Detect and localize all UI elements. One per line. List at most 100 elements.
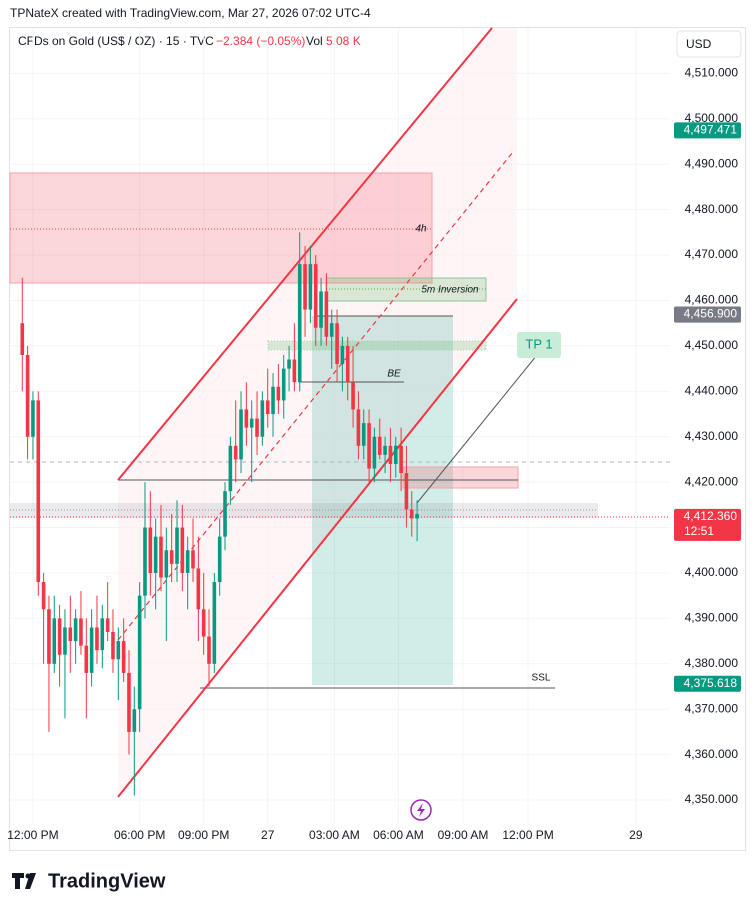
- event-icon[interactable]: [417, 803, 425, 817]
- candle-body: [239, 409, 243, 460]
- y-tick-label: 4,450.000: [685, 338, 739, 352]
- candle-body: [340, 345, 345, 365]
- candle-body: [201, 609, 206, 637]
- candle-body: [36, 400, 41, 583]
- y-tick-label: 4,470.000: [685, 247, 739, 261]
- candle-body: [223, 491, 227, 537]
- candle-body: [399, 445, 403, 474]
- candle-body: [84, 645, 89, 673]
- candle-body: [255, 418, 259, 437]
- volume-label: Vol: [306, 34, 323, 48]
- candle-body: [95, 627, 99, 651]
- drawings: [9, 27, 670, 821]
- candle-body: [164, 550, 169, 578]
- price-tag-countdown: 12:51: [684, 524, 714, 538]
- y-tick-label: 4,390.000: [685, 611, 739, 625]
- candle-body: [41, 582, 46, 610]
- candle-body: [73, 618, 78, 642]
- candles: [20, 232, 419, 796]
- candle-body: [356, 409, 361, 446]
- change: −2.384 (−0.05%): [216, 34, 305, 48]
- candle-body: [137, 595, 142, 710]
- candle-body: [217, 536, 222, 583]
- candle-body: [329, 323, 334, 337]
- candle-body: [393, 445, 398, 464]
- candle-body: [68, 627, 73, 642]
- logo-icon: [12, 873, 36, 889]
- price-tag: [674, 675, 741, 692]
- x-tick-label: 03:00 AM: [309, 828, 360, 842]
- price-tag-label: 4,497.471: [684, 122, 738, 136]
- candle-body: [31, 400, 35, 437]
- y-tick-label: 4,490.000: [685, 156, 739, 170]
- candle-body: [228, 445, 233, 492]
- annotation: 5m Inversion: [421, 285, 479, 296]
- candle-body: [212, 582, 217, 664]
- candle-body: [100, 618, 105, 651]
- candle-body: [169, 550, 174, 564]
- candle-body: [159, 536, 163, 578]
- candle-body: [271, 386, 275, 415]
- x-tick-label: 29: [629, 828, 643, 842]
- candle-body: [313, 264, 318, 328]
- candle-body: [335, 323, 339, 365]
- candle-body: [409, 509, 414, 519]
- price-tag-label: 4,412.360: [684, 509, 738, 523]
- candle-body: [303, 264, 307, 310]
- currency-button[interactable]: [676, 30, 742, 58]
- target-box: [312, 316, 453, 685]
- candle-body: [127, 672, 131, 732]
- x-tick-label: 27: [261, 828, 275, 842]
- candle-body: [207, 636, 211, 664]
- y-tick-label: 4,510.000: [685, 66, 739, 80]
- candle-body: [319, 291, 323, 328]
- annotation: BE: [387, 369, 401, 380]
- candle-body: [361, 423, 366, 446]
- candle-body: [111, 632, 115, 660]
- tp-arrow: [416, 354, 538, 504]
- annotation: TP 1: [525, 336, 552, 351]
- candle-body: [132, 709, 137, 732]
- candle-body: [287, 359, 291, 369]
- zone-4h: [9, 172, 433, 284]
- candle-body: [367, 423, 371, 469]
- candle-body: [25, 354, 30, 437]
- price-tag-label: 4,375.618: [684, 676, 738, 690]
- candle-body: [20, 323, 25, 355]
- y-tick-label: 4,370.000: [685, 701, 739, 715]
- x-tick-label: 12:00 PM: [7, 828, 58, 842]
- candle-body: [324, 291, 329, 337]
- zone-green: [267, 340, 487, 351]
- candle-body: [244, 409, 249, 428]
- channel-lower: [117, 298, 518, 798]
- attribution: TPNateX created with TradingView.com, Ma…: [10, 6, 371, 20]
- y-tick-label: 4,480.000: [685, 202, 739, 216]
- symbol: CFDs on Gold (US$ / OZ) · 15 · TVC: [18, 34, 214, 48]
- candle-body: [281, 368, 286, 401]
- logo: TradingView: [12, 870, 166, 892]
- candle-body: [148, 527, 153, 573]
- candle-body: [196, 568, 201, 610]
- candle-body: [57, 618, 62, 655]
- candle-body: [52, 618, 57, 664]
- y-tick-label: 4,380.000: [685, 656, 739, 670]
- y-tick-label: 4,430.000: [685, 429, 739, 443]
- candle-body: [415, 513, 419, 519]
- currency[interactable]: USD: [686, 37, 712, 51]
- x-tick-label: 12:00 PM: [502, 828, 553, 842]
- volume: 5.08 K: [326, 34, 361, 48]
- y-tick-label: 4,440.000: [685, 383, 739, 397]
- price-tag: [674, 306, 741, 323]
- candle-body: [105, 618, 110, 633]
- annotation: 4h: [415, 224, 427, 235]
- candle-body: [345, 345, 350, 383]
- price-tag-label: 4,456.900: [684, 307, 738, 321]
- candle-body: [185, 550, 190, 573]
- candle-body: [260, 400, 265, 437]
- y-tick-label: 4,400.000: [685, 565, 739, 579]
- x-tick-label: 06:00 PM: [114, 828, 165, 842]
- candle-body: [63, 627, 67, 655]
- zone-red: [402, 466, 519, 489]
- candle-body: [249, 418, 254, 428]
